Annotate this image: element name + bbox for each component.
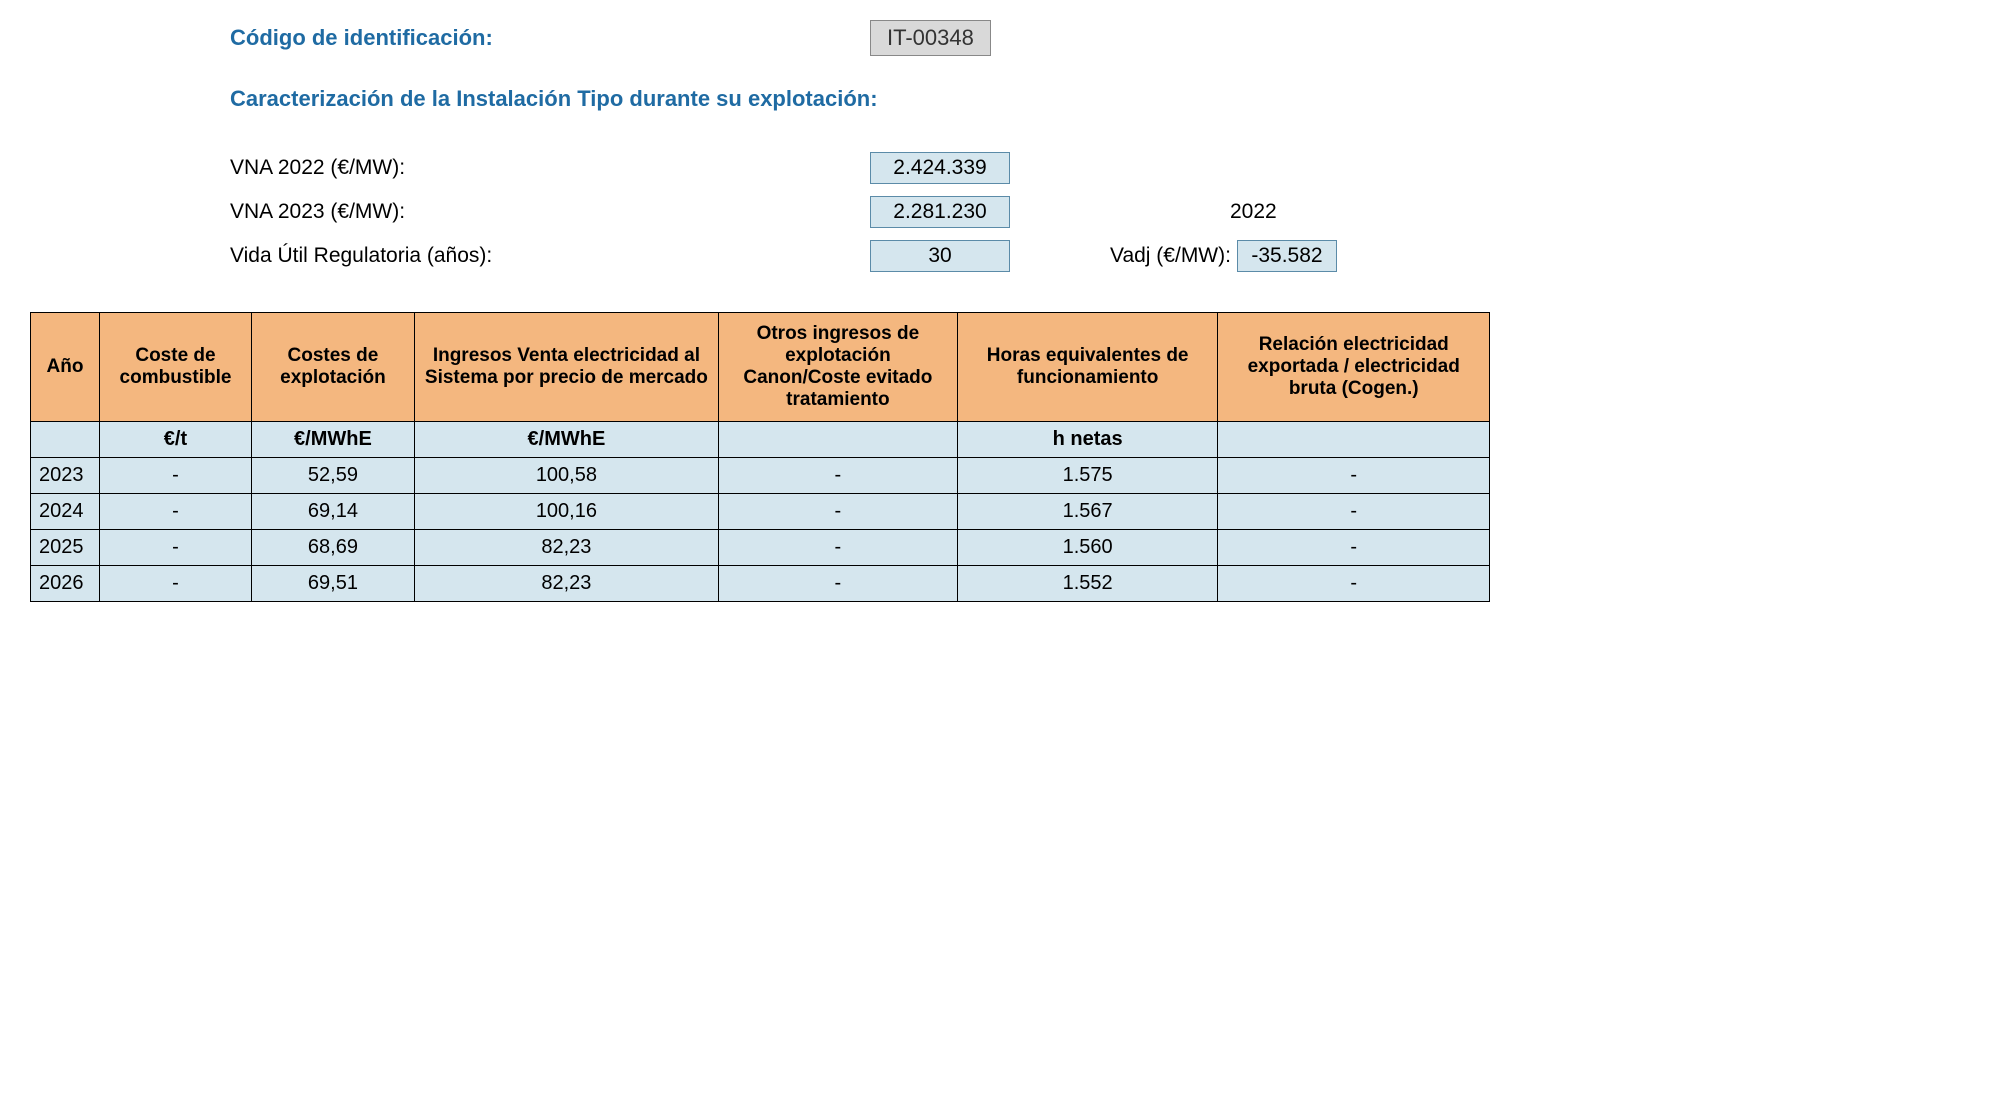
- table-row: 2026 - 69,51 82,23 - 1.552 -: [31, 566, 1490, 602]
- cell-ratio: -: [1218, 494, 1490, 530]
- cell-year: 2025: [31, 530, 100, 566]
- cell-hours: 1.552: [957, 566, 1218, 602]
- col-header-opex: Costes de explotación: [251, 313, 414, 422]
- life-value: 30: [870, 240, 1010, 272]
- units-fuel: €/t: [99, 422, 251, 458]
- cell-year: 2024: [31, 494, 100, 530]
- cell-ratio: -: [1218, 566, 1490, 602]
- units-opex: €/MWhE: [251, 422, 414, 458]
- vna2022-value: 2.424.339: [870, 152, 1010, 184]
- cell-year: 2023: [31, 458, 100, 494]
- table-row: 2023 - 52,59 100,58 - 1.575 -: [31, 458, 1490, 494]
- vna2023-value: 2.281.230: [870, 196, 1010, 228]
- exploitation-table: Año Coste de combustible Costes de explo…: [30, 312, 1490, 602]
- col-header-fuel: Coste de combustible: [99, 313, 251, 422]
- col-header-ratio: Relación electricidad exportada / electr…: [1218, 313, 1490, 422]
- cell-ratio: -: [1218, 530, 1490, 566]
- cell-income: 82,23: [414, 566, 718, 602]
- units-other: [718, 422, 957, 458]
- vna2023-row: VNA 2023 (€/MW): 2.281.230 2022: [230, 196, 1970, 228]
- code-label: Código de identificación:: [230, 25, 870, 51]
- cell-income: 100,58: [414, 458, 718, 494]
- cell-year: 2026: [31, 566, 100, 602]
- vadj-value: -35.582: [1237, 240, 1337, 272]
- vna2023-label: VNA 2023 (€/MW):: [230, 200, 870, 224]
- cell-other: -: [718, 494, 957, 530]
- col-header-other: Otros ingresos de explotación Canon/Cost…: [718, 313, 957, 422]
- cell-fuel: -: [99, 494, 251, 530]
- vna2022-row: VNA 2022 (€/MW): 2.424.339: [230, 152, 1970, 184]
- vna2022-label: VNA 2022 (€/MW):: [230, 156, 870, 180]
- table-units-row: €/t €/MWhE €/MWhE h netas: [31, 422, 1490, 458]
- cell-income: 100,16: [414, 494, 718, 530]
- table-header-row: Año Coste de combustible Costes de explo…: [31, 313, 1490, 422]
- section-subtitle: Caracterización de la Instalación Tipo d…: [230, 86, 1970, 112]
- code-value-box: IT-00348: [870, 20, 991, 56]
- code-row: Código de identificación: IT-00348: [230, 20, 1970, 56]
- cell-other: -: [718, 458, 957, 494]
- col-header-income: Ingresos Venta electricidad al Sistema p…: [414, 313, 718, 422]
- cell-other: -: [718, 530, 957, 566]
- col-header-year: Año: [31, 313, 100, 422]
- units-income: €/MWhE: [414, 422, 718, 458]
- year-reference: 2022: [1230, 200, 1277, 224]
- units-ratio: [1218, 422, 1490, 458]
- cell-fuel: -: [99, 458, 251, 494]
- cell-fuel: -: [99, 566, 251, 602]
- cell-other: -: [718, 566, 957, 602]
- col-header-hours: Horas equivalentes de funcionamiento: [957, 313, 1218, 422]
- cell-hours: 1.575: [957, 458, 1218, 494]
- units-hours: h netas: [957, 422, 1218, 458]
- table-row: 2024 - 69,14 100,16 - 1.567 -: [31, 494, 1490, 530]
- cell-fuel: -: [99, 530, 251, 566]
- life-label: Vida Útil Regulatoria (años):: [230, 244, 870, 268]
- regulatory-life-row: Vida Útil Regulatoria (años): 30 Vadj (€…: [230, 240, 1970, 272]
- cell-opex: 52,59: [251, 458, 414, 494]
- cell-opex: 69,51: [251, 566, 414, 602]
- vadj-label: Vadj (€/MW):: [1110, 244, 1231, 268]
- document-header-section: Código de identificación: IT-00348 Carac…: [230, 20, 1970, 272]
- table-row: 2025 - 68,69 82,23 - 1.560 -: [31, 530, 1490, 566]
- cell-income: 82,23: [414, 530, 718, 566]
- cell-hours: 1.567: [957, 494, 1218, 530]
- cell-hours: 1.560: [957, 530, 1218, 566]
- units-year: [31, 422, 100, 458]
- cell-opex: 68,69: [251, 530, 414, 566]
- cell-opex: 69,14: [251, 494, 414, 530]
- cell-ratio: -: [1218, 458, 1490, 494]
